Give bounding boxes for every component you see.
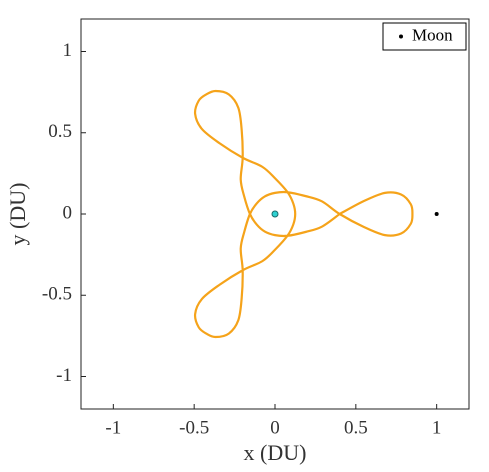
x-tick-label: 1 xyxy=(432,417,442,438)
legend-box xyxy=(382,22,467,51)
x-axis-label: x (DU) xyxy=(244,440,307,465)
y-tick-label: 0 xyxy=(63,202,73,223)
orbit-line xyxy=(193,89,414,339)
x-tick-label: -0.5 xyxy=(179,417,209,438)
legend-marker xyxy=(399,34,403,39)
y-tick-label: -1 xyxy=(56,365,72,386)
y-axis-label: y (DU) xyxy=(5,183,30,246)
legend-label: Moon xyxy=(412,25,453,44)
x-tick-label: 0.5 xyxy=(344,417,368,438)
y-tick-label: 0.5 xyxy=(48,121,72,142)
point xyxy=(434,212,439,216)
point xyxy=(271,210,279,218)
y-tick-label: -0.5 xyxy=(42,284,72,305)
x-tick-label: 0 xyxy=(270,417,280,438)
x-tick-label: -1 xyxy=(105,417,121,438)
y-tick-label: 1 xyxy=(63,40,73,61)
